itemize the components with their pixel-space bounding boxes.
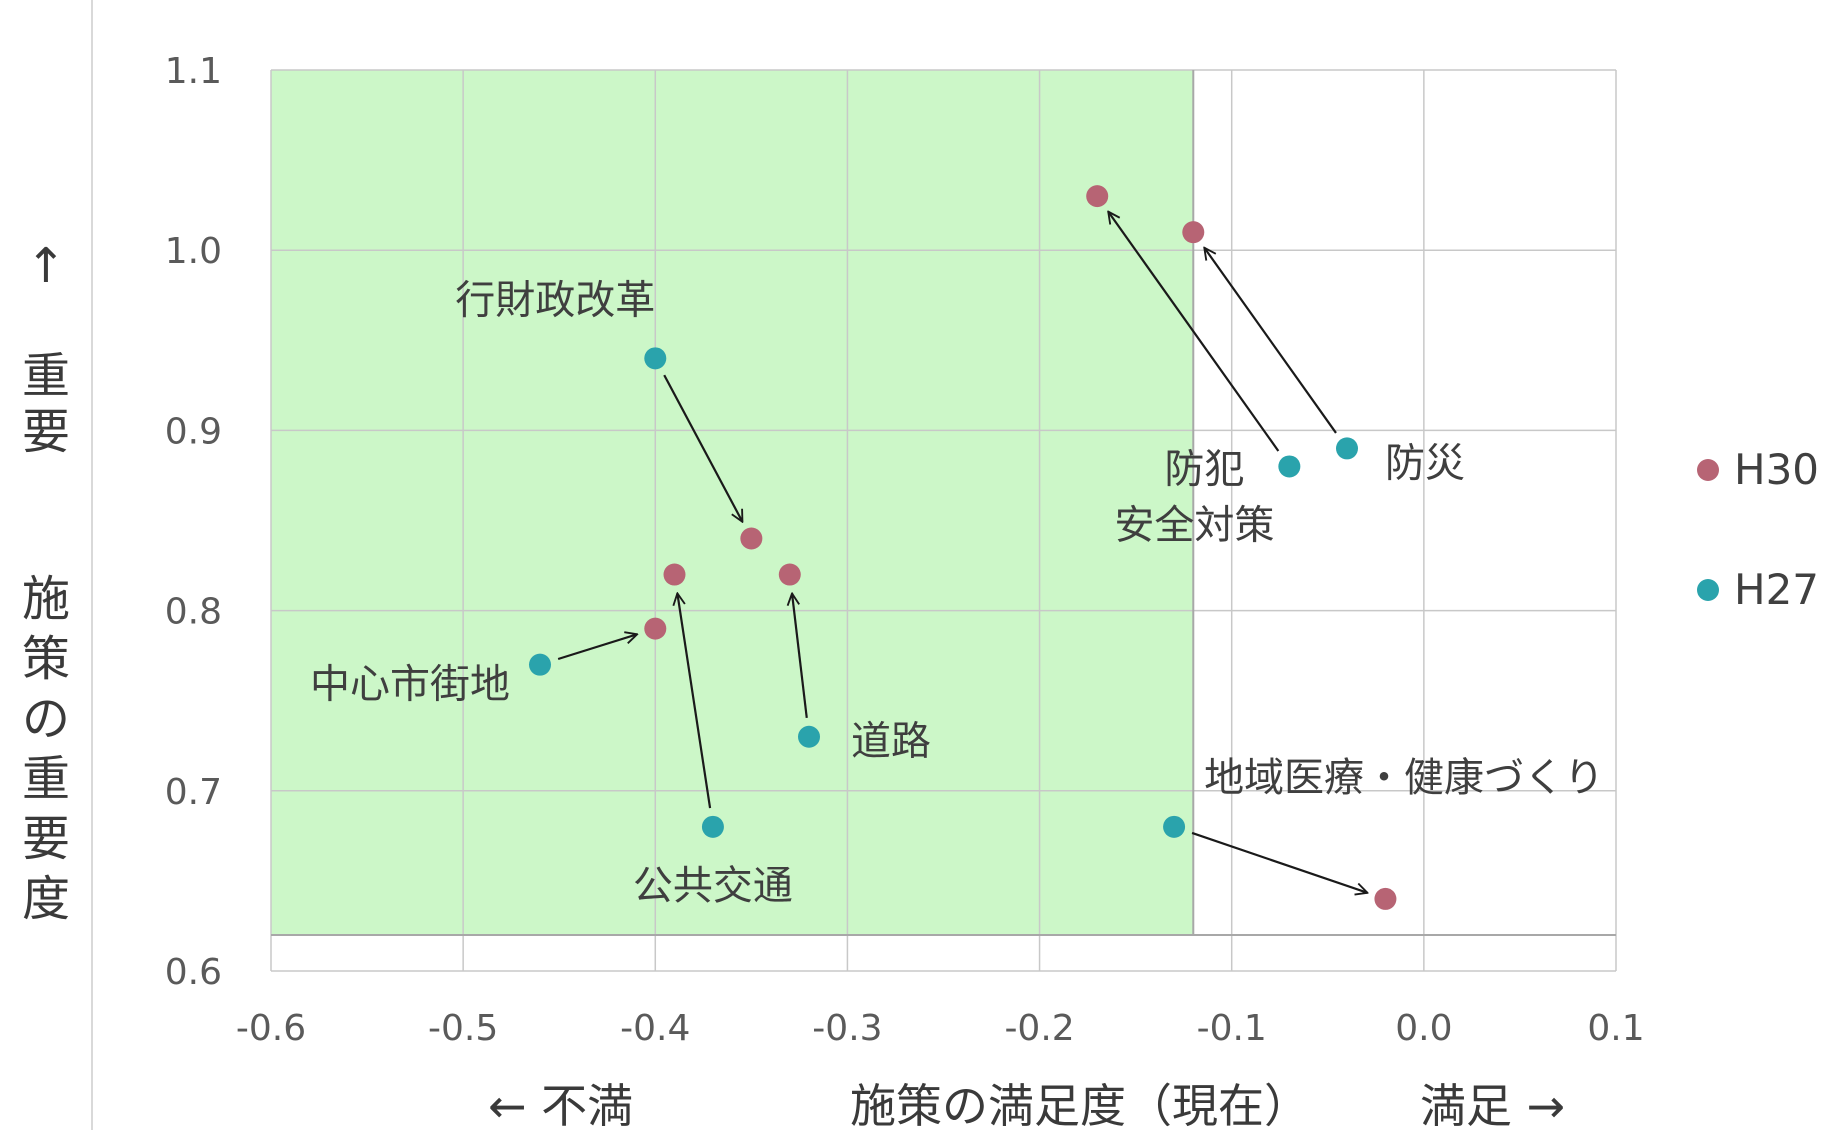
legend-label: H27 (1734, 565, 1819, 614)
legend: H30 H27 (1697, 445, 1819, 614)
h27-point (1278, 455, 1301, 478)
change-arrow (792, 593, 808, 719)
y-axis-label-char: 重 (22, 348, 70, 404)
point-label-line: 公共交通 (633, 863, 793, 909)
h27-point (644, 347, 667, 370)
y-axis-label-char: 策 (22, 631, 70, 687)
y-tick-label: 0.7 (165, 772, 222, 813)
point-label-line: 防犯 (1164, 446, 1244, 492)
h30-point (663, 563, 686, 586)
h27-point (701, 815, 724, 838)
y-axis-label-char: 重 (22, 751, 70, 807)
h30-point (778, 563, 801, 586)
point-label: 中心市街地 (310, 662, 510, 708)
plot-area: -0.6 -0.5 -0.4 -0.3 -0.2 -0.1 0.0 0.1 0.6 0.7 0.8 0… (165, 51, 1645, 1049)
point-label-line: 中心市街地 (310, 662, 510, 708)
y-tick-label: 1.1 (165, 51, 222, 92)
y-axis-label-char: 要 (22, 404, 70, 460)
point-label: 地域医療・健康づくり (1204, 755, 1604, 801)
h27-point (1163, 815, 1186, 838)
point-label: 防犯安全対策 (1114, 446, 1274, 548)
legend-marker (1697, 579, 1719, 601)
x-tick-label: -0.5 (428, 1008, 498, 1049)
point-label-line: 防災 (1385, 440, 1465, 486)
change-arrow (1191, 831, 1367, 893)
y-axis-label-char: の (22, 691, 70, 747)
x-tick-label: 0.1 (1587, 1008, 1644, 1049)
y-axis-arrow: ↑ (26, 238, 66, 294)
point-label-line: 行財政改革 (455, 277, 655, 323)
point-label-line: 道路 (851, 719, 931, 765)
y-axis-label-char: 施 (22, 571, 70, 627)
y-tick-label: 0.8 (165, 592, 222, 633)
change-arrow (1204, 248, 1337, 434)
h30-point (1374, 887, 1397, 910)
h30-point (644, 617, 667, 640)
change-arrow (557, 634, 637, 661)
y-tick-label: 0.9 (165, 411, 222, 452)
point-label-line: 安全対策 (1114, 502, 1274, 548)
point-label-line: 地域医療・健康づくり (1204, 755, 1604, 801)
point-label: 防災 (1385, 440, 1465, 486)
change-arrow (677, 593, 712, 809)
x-tick-label: -0.1 (1197, 1008, 1267, 1049)
x-tick-label: -0.6 (236, 1008, 306, 1049)
x-axis-label-left: ← 不満 (488, 1079, 633, 1130)
legend-label: H30 (1734, 445, 1819, 494)
x-axis-label-right: 満足 → (1420, 1079, 1565, 1130)
x-tick-label: -0.2 (1004, 1008, 1074, 1049)
x-axis-labels: ← 不満 施策の満足度（現在） 満足 → (488, 1079, 1565, 1130)
h27-point (798, 725, 820, 748)
h27-point (529, 653, 551, 676)
y-tick-label: 0.6 (165, 952, 222, 993)
h27-point (1336, 437, 1358, 460)
x-tick-label: 0.0 (1395, 1008, 1452, 1049)
x-axis-label-center: 施策の満足度（現在） (850, 1079, 1310, 1130)
x-tick-label: -0.4 (620, 1008, 690, 1049)
y-axis-label-char: 要 (22, 811, 70, 867)
h30-point (1182, 221, 1205, 244)
change-arrow (663, 374, 742, 522)
point-label: 道路 (851, 719, 931, 765)
y-tick-label: 1.0 (165, 231, 222, 272)
h30-point (740, 527, 763, 550)
h30-point (1086, 185, 1109, 208)
y-axis-label-char: 度 (22, 871, 70, 927)
change-arrow (1108, 212, 1280, 452)
legend-marker (1697, 459, 1719, 481)
x-tick-label: -0.3 (812, 1008, 882, 1049)
point-label: 行財政改革 (455, 277, 655, 323)
point-label: 公共交通 (633, 863, 793, 909)
